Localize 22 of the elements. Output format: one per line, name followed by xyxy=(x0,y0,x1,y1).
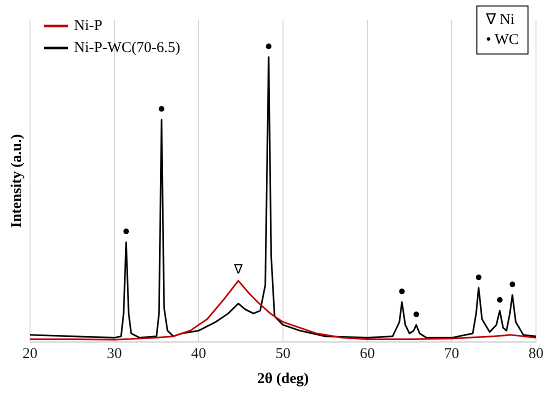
text: ∇ Ni xyxy=(484,12,515,28)
y-axis-title: Intensity (a.u.) xyxy=(8,134,25,228)
annotation: ● xyxy=(398,283,406,298)
legend-label: Ni-P-WC(70-6.5) xyxy=(74,40,180,56)
annotation: ● xyxy=(412,306,420,321)
x-tick-label: 70 xyxy=(444,346,460,362)
annotation: ● xyxy=(264,38,273,53)
x-tick-label: 40 xyxy=(191,346,206,362)
x-tick-label: 20 xyxy=(22,346,38,362)
annotation: ● xyxy=(158,100,166,116)
annotation: ● xyxy=(122,223,130,238)
x-tick-label: 60 xyxy=(360,346,375,362)
x-tick-label: 30 xyxy=(106,346,122,362)
annotation: ● xyxy=(474,268,483,284)
legend-label: Ni-P xyxy=(74,18,102,34)
x-axis-title: 2θ (deg) xyxy=(257,370,309,387)
annotation: ● xyxy=(496,292,504,307)
annotation: ∇ xyxy=(232,262,243,277)
text: • WC xyxy=(486,32,519,48)
annotation: ● xyxy=(508,276,516,291)
x-tick-label: 50 xyxy=(276,346,290,362)
x-tick-label: 80 xyxy=(528,346,544,362)
